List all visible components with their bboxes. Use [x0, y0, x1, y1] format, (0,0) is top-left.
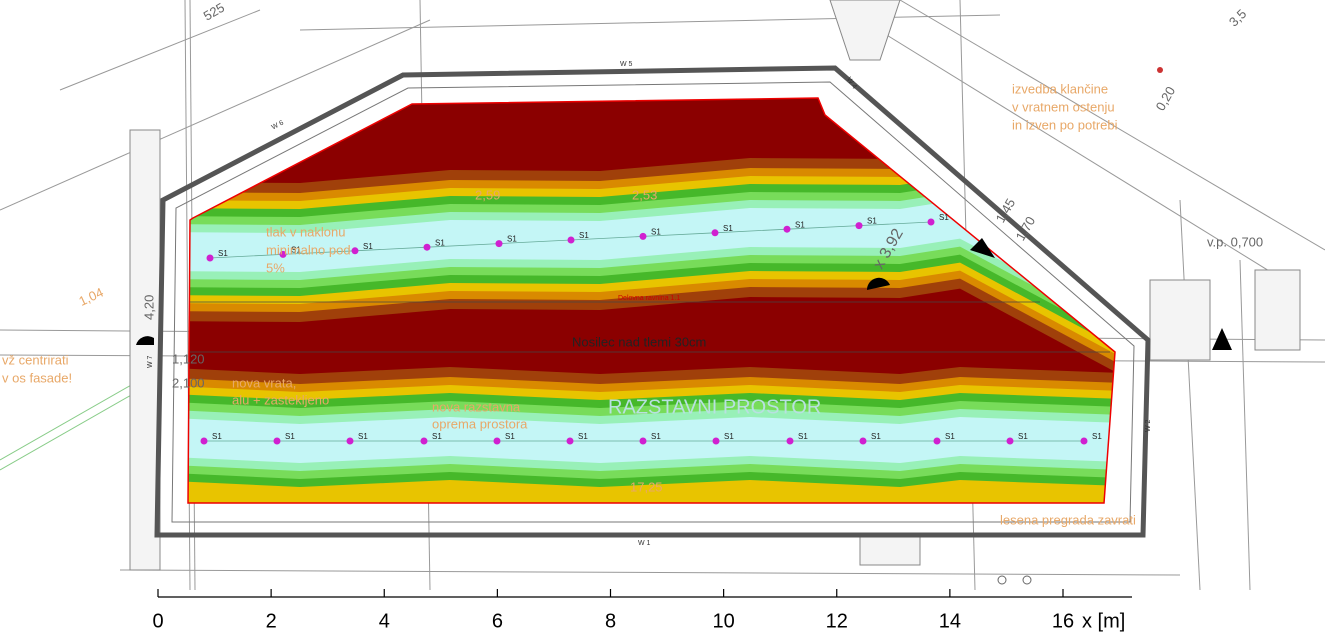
luminaire-label: S1: [724, 432, 734, 441]
luminaire: [494, 438, 501, 445]
note: alu + zastekljeno: [232, 392, 329, 407]
note: nova razstavna: [432, 399, 521, 414]
luminaire: [352, 247, 359, 254]
luminaire: [421, 438, 428, 445]
wall-label: W 1: [638, 540, 651, 547]
note: lesena pregrada zavrati: [1000, 512, 1136, 527]
luminaire-label: S1: [1018, 432, 1028, 441]
dimension: 0,20: [1153, 84, 1179, 113]
luminaire-label: S1: [798, 432, 808, 441]
note: oprema prostora: [432, 416, 528, 431]
dimension: 17,25: [630, 479, 663, 494]
wall-label: W 2: [1145, 419, 1152, 432]
luminaire: [787, 438, 794, 445]
note: 5%: [266, 260, 285, 275]
tick-label: 10: [713, 610, 735, 632]
luminaire: [424, 244, 431, 251]
dimension: 1,04: [76, 285, 105, 309]
dimension: 3,5: [1226, 6, 1249, 29]
dimension: 2,100: [172, 375, 205, 390]
plan: S1 S1 S1 S1 S1 S1 S1 S1 S1 S1 S1 S1 S1 S1 S1 S1 S1 S1 S1 S1…: [0, 0, 1325, 633]
luminaire-label: S1: [723, 224, 733, 233]
luminaire: [496, 240, 503, 247]
luminaire: [567, 438, 574, 445]
luminaire: [1007, 438, 1014, 445]
note: v vratnem ostenju: [1012, 99, 1115, 114]
luminaire: [640, 233, 647, 240]
luminaire-label: S1: [939, 213, 949, 222]
note: in izven po potrebi: [1012, 117, 1118, 132]
luminaire-label: S1: [218, 249, 228, 258]
luminaire-label: S1: [363, 242, 373, 251]
luminaire-label: S1: [505, 432, 515, 441]
luminaire-label: S1: [285, 432, 295, 441]
luminaire-label: S1: [212, 432, 222, 441]
wall-label: W 6: [271, 119, 285, 131]
luminaire-label: S1: [795, 220, 805, 229]
x-axis: x [m] 0 2 4 6 8 10 12 14 16: [152, 589, 1132, 632]
dimension: 2,59: [475, 187, 500, 202]
dimension: 1,120: [172, 351, 205, 366]
dimension: 2,53: [632, 187, 657, 202]
luminaire: [856, 222, 863, 229]
dimension: v.p. 0,700: [1207, 234, 1263, 249]
luminaire: [934, 438, 941, 445]
luminaire-label: S1: [578, 432, 588, 441]
axis-label: x [m]: [1082, 610, 1125, 632]
luminaire-label: S1: [358, 432, 368, 441]
luminaire-label: S1: [945, 432, 955, 441]
note: Delovna ravnina 1.1: [618, 295, 680, 302]
tick-label: 4: [379, 610, 390, 632]
luminaire-label: S1: [867, 217, 877, 226]
luminaire: [928, 219, 935, 226]
note: izvedba klančine: [1012, 81, 1108, 96]
illuminance-map: [150, 80, 1150, 533]
tick-label: 8: [605, 610, 616, 632]
luminaire: [860, 438, 867, 445]
note: tlak v naklonu: [266, 224, 346, 239]
note: nova vrata,: [232, 375, 296, 390]
luminaire: [274, 438, 281, 445]
luminaire-label: S1: [579, 231, 589, 240]
note: v os fasade!: [2, 370, 72, 385]
tick-label: 6: [492, 610, 503, 632]
room-name: RAZSTAVNI PROSTOR: [608, 396, 821, 418]
luminaire: [347, 438, 354, 445]
tick-label: 14: [939, 610, 961, 632]
luminaire: [201, 438, 208, 445]
luminaire-label: S1: [435, 238, 445, 247]
luminaire: [1081, 438, 1088, 445]
luminaire-label: S1: [651, 432, 661, 441]
luminaire: [568, 237, 575, 244]
note: Nosilec nad tlemi 30cm: [572, 334, 706, 349]
note: vž centrirati: [2, 352, 69, 367]
luminaire-label: S1: [1092, 432, 1102, 441]
wall-label: W 5: [620, 61, 633, 68]
luminaire-label: S1: [432, 432, 442, 441]
tick-label: 12: [826, 610, 848, 632]
tick-label: 2: [266, 610, 277, 632]
luminaire: [713, 438, 720, 445]
dimension: 525: [201, 0, 227, 24]
luminaire-label: S1: [871, 432, 881, 441]
luminaire: [207, 255, 214, 262]
luminaire-label: S1: [651, 228, 661, 237]
note: minimalno pod: [266, 242, 351, 257]
luminaire: [784, 226, 791, 233]
tick-label: 0: [152, 610, 163, 632]
luminaire: [640, 438, 647, 445]
luminaire-label: S1: [507, 235, 517, 244]
wall-label: W 7: [147, 355, 154, 368]
luminaire: [712, 229, 719, 236]
tick-label: 16: [1052, 610, 1074, 632]
dimension: 4,20: [141, 295, 156, 320]
